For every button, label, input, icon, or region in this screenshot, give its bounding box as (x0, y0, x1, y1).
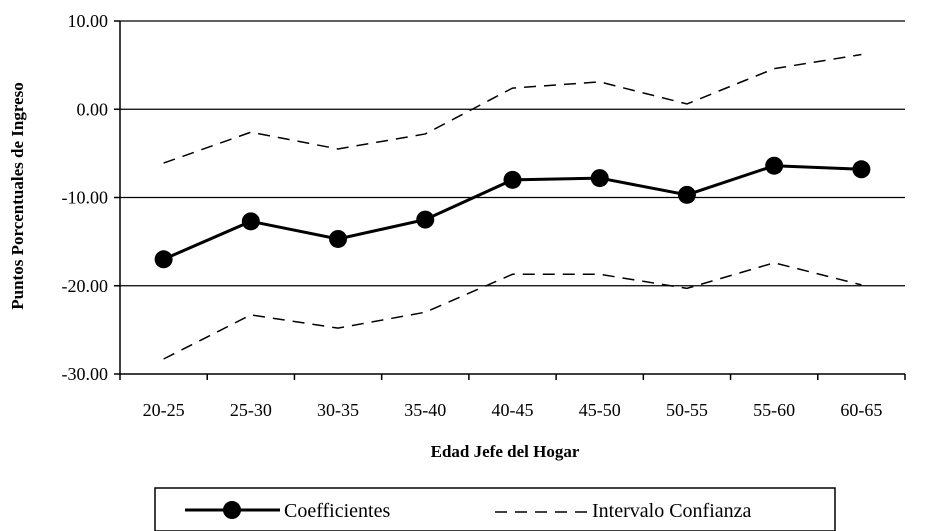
data-point (765, 156, 784, 175)
x-tick-label: 45-50 (579, 400, 621, 420)
series-line-dashed-upper (163, 53, 862, 164)
y-axis-ticks: 10.00 0.00 -10.00 -20.00 -30.00 (62, 11, 120, 384)
x-axis-ticks: 20-25 25-30 30-35 35-40 40-45 45-50 50-55 55-60… (119, 374, 906, 420)
data-point (503, 170, 522, 189)
x-tick-label: 50-55 (666, 400, 708, 420)
x-tick-label: 60-65 (840, 400, 882, 420)
data-point (852, 160, 871, 179)
legend: Coefficientes Intervalo Confianza (154, 487, 836, 531)
series-line-dashed-lower (163, 262, 862, 360)
y-tick-label: -30.00 (62, 364, 109, 384)
x-tick-label: 35-40 (404, 400, 446, 420)
y-axis-title: Puntos Porcentuales de Ingreso (8, 82, 27, 309)
data-point (590, 169, 609, 188)
legend-coefficientes-label: Coefficientes (284, 500, 390, 522)
gridlines (120, 20, 905, 287)
x-tick-label: 55-60 (753, 400, 795, 420)
data-point (677, 185, 696, 204)
x-tick-label: 20-25 (143, 400, 185, 420)
data-point (329, 229, 348, 248)
y-tick-label: 10.00 (68, 11, 109, 31)
y-tick-label: -20.00 (62, 276, 109, 296)
x-axis-title: Edad Jefe del Hogar (431, 442, 580, 461)
data-point (416, 210, 435, 229)
data-point (241, 212, 260, 231)
x-tick-label: 30-35 (317, 400, 359, 420)
series-layer (154, 53, 871, 360)
x-tick-label: 25-30 (230, 400, 272, 420)
y-tick-label: 0.00 (77, 99, 109, 119)
legend-intervalo-label: Intervalo Confianza (592, 500, 751, 522)
legend-coefficientes-marker (223, 501, 241, 519)
data-point (154, 250, 173, 269)
x-tick-label: 40-45 (492, 400, 534, 420)
y-tick-label: -10.00 (62, 188, 109, 208)
